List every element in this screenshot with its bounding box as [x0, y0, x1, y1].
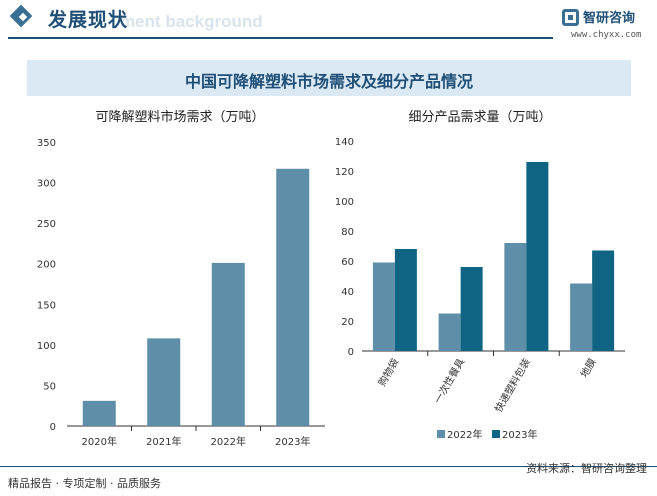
brand-logo-icon: [562, 9, 579, 26]
chart1-y-tick-label: 50: [43, 381, 56, 392]
brand-url: www.chyxx.com: [571, 30, 642, 40]
chart1-bar-4: [276, 168, 310, 426]
header-divider: [8, 37, 553, 39]
chart2-bar-1-2: [394, 249, 417, 351]
chart2-legend-swatch-2: [492, 430, 500, 438]
chart1-y-tick-label: 0: [50, 422, 56, 433]
chart2-legend-label: 2023年: [502, 428, 537, 441]
page-title: 发展现状: [48, 9, 129, 31]
chart2-legend-swatch-1: [437, 430, 445, 438]
chart1-bar-2: [147, 338, 181, 426]
footer-divider: [0, 466, 657, 467]
chart2-y-tick-label: 140: [335, 137, 354, 148]
chart2-x-tick-label: 地膜: [577, 356, 598, 380]
chart1-x-tick-label: 2023年: [275, 435, 310, 448]
chart2-bar-4-2: [592, 250, 615, 351]
chart2-x-tick-label: 一次性餐具: [431, 356, 467, 406]
chart2-bar-3-2: [526, 162, 549, 351]
footer-source: 资料来源：智研咨询整理: [526, 462, 647, 475]
chart2-bar-3-1: [504, 243, 527, 351]
header-ghost-text: ment background: [120, 12, 263, 31]
chart1-bar-3: [211, 262, 245, 426]
chart2-bar-1-1: [372, 262, 395, 351]
chart1-title: 可降解塑料市场需求（万吨）: [95, 109, 264, 125]
chart2-title: 细分产品需求量（万吨）: [408, 110, 551, 125]
chart1-y-tick-label: 250: [37, 219, 56, 230]
chart2-bar-2-1: [438, 313, 461, 351]
chart1-y-tick-label: 150: [37, 300, 56, 311]
chart1-x-tick-label: 2022年: [211, 435, 246, 448]
chart1-bar-1: [82, 400, 116, 426]
chart2-y-tick-label: 80: [341, 227, 354, 238]
chart1-y-tick-label: 350: [37, 138, 56, 149]
chart1-y-tick-label: 200: [37, 260, 56, 271]
chart2-legend-label: 2022年: [447, 428, 482, 441]
chart1-y-tick-label: 300: [37, 179, 56, 190]
chart2-x-tick-label: 快递塑料包装: [492, 356, 533, 414]
chart1-x-tick-label: 2021年: [146, 435, 181, 448]
banner-title: 中国可降解塑料市场需求及细分产品情况: [184, 72, 473, 91]
chart2-y-tick-label: 100: [335, 197, 354, 208]
brand-name: 智研咨询: [583, 11, 636, 26]
chart2-bar-4-1: [570, 283, 593, 351]
chart2-y-tick-label: 0: [348, 347, 354, 358]
chart2-x-tick-label: 购物袋: [375, 356, 401, 388]
chart2-y-tick-label: 20: [341, 317, 354, 328]
chart-banner: 中国可降解塑料市场需求及细分产品情况: [27, 60, 631, 96]
chart1-x-tick-label: 2020年: [82, 435, 117, 448]
footer-slogan: 精品报告 · 专项定制 · 品质服务: [8, 477, 161, 490]
chart2-y-tick-label: 120: [335, 167, 354, 178]
chart1-y-tick-label: 100: [37, 341, 56, 352]
chart2-y-tick-label: 40: [341, 287, 354, 298]
page-header: ment background 发展现状 智研咨询 www.chyxx.com: [0, 0, 657, 44]
chart2-y-tick-label: 60: [341, 257, 354, 268]
chart2-bar-2-2: [460, 267, 483, 351]
